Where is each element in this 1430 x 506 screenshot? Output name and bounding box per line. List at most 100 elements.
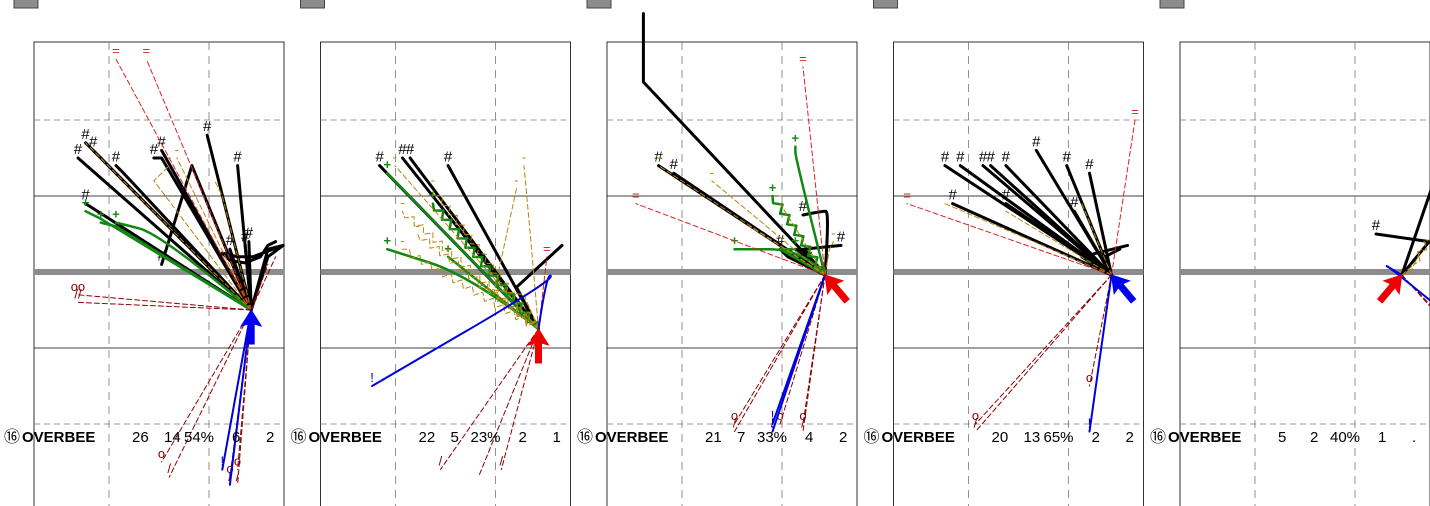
penalty-mark <box>635 203 826 276</box>
route-end-glyph: # <box>157 133 166 150</box>
catch-end-glyph: + <box>97 207 105 222</box>
drop-end-glyph: - <box>431 172 435 187</box>
route-end-glyph: # <box>74 141 83 158</box>
run-end-glyph: ! <box>228 469 232 484</box>
incomplete-mark <box>1401 274 1430 306</box>
route-end-glyph: # <box>398 141 407 158</box>
penalty-end-glyph: = <box>1131 104 1139 119</box>
jersey-badge: ⑯ <box>1150 428 1166 446</box>
route-mark <box>228 247 253 312</box>
route-end-glyph: # <box>799 198 808 215</box>
run-mark <box>228 309 253 486</box>
run-end-glyph: ! <box>1088 416 1092 431</box>
run-mark <box>221 309 253 471</box>
drop-mark <box>944 203 1112 276</box>
incomplete-end-glyph: / <box>499 454 503 469</box>
drop-end-glyph: - <box>514 172 518 187</box>
incomplete-mark <box>161 309 252 463</box>
drop-mark <box>523 165 539 330</box>
incomplete-mark <box>802 274 826 425</box>
run-mark <box>1088 274 1113 433</box>
jersey-badge: ⑯ <box>291 428 307 446</box>
incomplete-end-glyph: o <box>972 408 979 423</box>
penalty-mark <box>802 66 826 276</box>
penalty-end-glyph: = <box>112 43 120 58</box>
line-of-scrimmage <box>34 269 284 275</box>
stat-label-row: ⑯ OVERBEE 22 5 23% 2 1 <box>291 428 561 446</box>
route-end-glyph: # <box>956 149 965 166</box>
drop-end-glyph: - <box>831 226 835 241</box>
route-mark <box>1374 232 1430 277</box>
drop-mark <box>85 142 252 311</box>
route-mark <box>152 156 253 312</box>
route-end-glyph: # <box>986 149 995 166</box>
line-of-scrimmage <box>320 269 571 275</box>
catch-mark <box>778 247 827 277</box>
route-mark <box>989 164 1113 277</box>
route-end-glyph: # <box>1032 133 1041 150</box>
run-mark <box>771 274 826 433</box>
route-end-glyph: # <box>245 225 254 242</box>
penalty-end-glyph: = <box>903 188 911 203</box>
route-end-glyph: # <box>81 126 90 143</box>
catch-end-glyph: + <box>112 207 120 222</box>
incomplete-mark <box>77 294 252 311</box>
stat-catches: 14 <box>164 429 181 446</box>
catch-mark <box>733 247 827 277</box>
stat-catch-pct: 33% <box>757 429 787 446</box>
incomplete-mark <box>439 328 539 471</box>
incomplete-end-glyph: / <box>801 416 805 431</box>
line-of-scrimmage <box>1180 269 1430 275</box>
incomplete-end-glyph: o <box>158 446 165 461</box>
route-end-glyph: # <box>1085 156 1094 173</box>
penalty-end-glyph: = <box>632 188 640 203</box>
incomplete-end-glyph: o <box>1086 370 1093 385</box>
incomplete-mark <box>1089 274 1112 387</box>
catch-end-glyph: + <box>444 241 452 256</box>
drop-mark <box>477 286 539 330</box>
panel-chip <box>13 0 39 9</box>
catch-end-glyph: + <box>792 233 800 248</box>
route-mark <box>1072 209 1113 277</box>
stat-catch-pct: 54% <box>184 429 214 446</box>
stat-catch-pct: 65% <box>1044 429 1074 446</box>
incomplete-end-glyph: / <box>733 416 737 431</box>
route-end-glyph: # <box>1002 149 1011 166</box>
drop-end-glyph: - <box>175 142 179 157</box>
drop-end-glyph: - <box>400 195 404 210</box>
stat-catch-pct: 23% <box>471 429 501 446</box>
drop-end-glyph: - <box>778 188 782 203</box>
incomplete-end-glyph: // <box>74 286 82 301</box>
catch-end-glyph: + <box>383 157 391 172</box>
incomplete-mark <box>477 328 539 478</box>
stat-catches: 5 <box>451 429 459 446</box>
catch-end-glyph: + <box>769 180 777 195</box>
drop-mark <box>1081 203 1112 276</box>
drop-end-glyph: - <box>710 165 714 180</box>
run-mark <box>1385 265 1430 302</box>
run-end-glyph: ! <box>221 454 225 469</box>
stat-col-4: 1 <box>553 429 561 446</box>
player-name: OVERBEE <box>22 429 95 446</box>
catch-end-glyph: + <box>383 233 391 248</box>
catch-mark <box>99 221 253 312</box>
catch-mark <box>431 202 540 331</box>
incomplete-mark <box>168 309 252 478</box>
drop-end-glyph: - <box>400 233 404 248</box>
route-end-glyph: # <box>241 228 250 245</box>
drop-mark <box>153 165 252 311</box>
penalty-mark <box>906 203 1112 276</box>
incomplete-end-glyph: / <box>439 454 443 469</box>
incomplete-end-glyph: / <box>236 469 240 484</box>
penalty-end-glyph: = <box>143 43 151 58</box>
snap-marker-arrow <box>527 328 550 364</box>
drop-mark <box>824 241 834 276</box>
drop-mark <box>1005 210 1112 276</box>
route-end-glyph: # <box>670 156 679 173</box>
route-end-glyph: # <box>406 141 415 158</box>
incomplete-mark <box>734 274 826 425</box>
stat-catches: 13 <box>1024 429 1041 446</box>
route-mark <box>220 240 285 312</box>
